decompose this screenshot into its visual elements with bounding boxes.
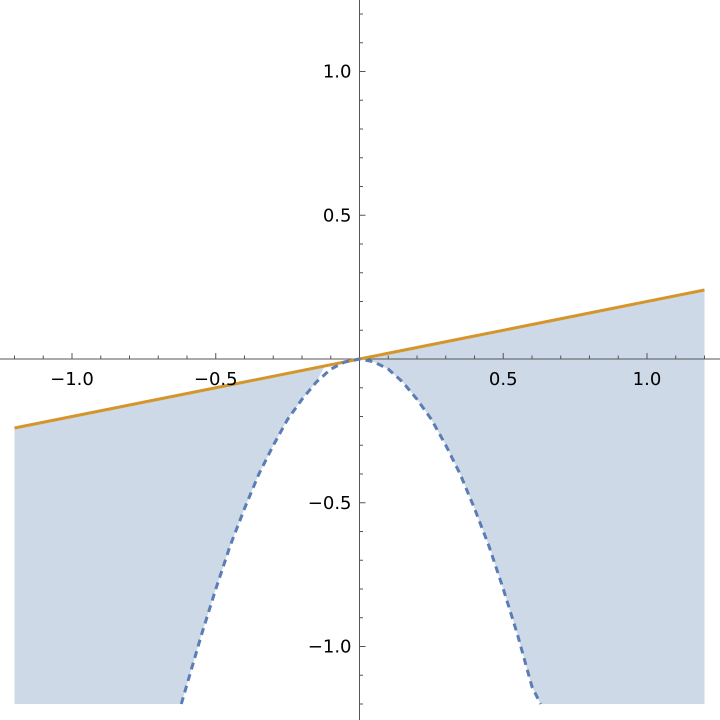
tick-labels: −1.0 −0.5 0.5 1.0 1.0 0.5 −0.5 −1.0: [50, 62, 661, 658]
dashed-boundary-curve: [179, 357, 542, 705]
shaded-regions: [14, 290, 705, 704]
x-tick-label: −0.5: [194, 369, 238, 390]
tick-marks: [14, 13, 705, 705]
shaded-region-2: [359, 290, 705, 704]
curves: [14, 288, 705, 705]
x-tick-label: 1.0: [633, 369, 662, 390]
y-tick-label: −0.5: [308, 493, 352, 514]
x-tick-label: 0.5: [489, 369, 518, 390]
shaded-region-1: [14, 365, 325, 704]
y-tick-label: 0.5: [323, 205, 352, 226]
y-tick-label: 1.0: [323, 62, 352, 83]
x-tick-label: −1.0: [50, 369, 94, 390]
y-tick-label: −1.0: [308, 637, 352, 658]
